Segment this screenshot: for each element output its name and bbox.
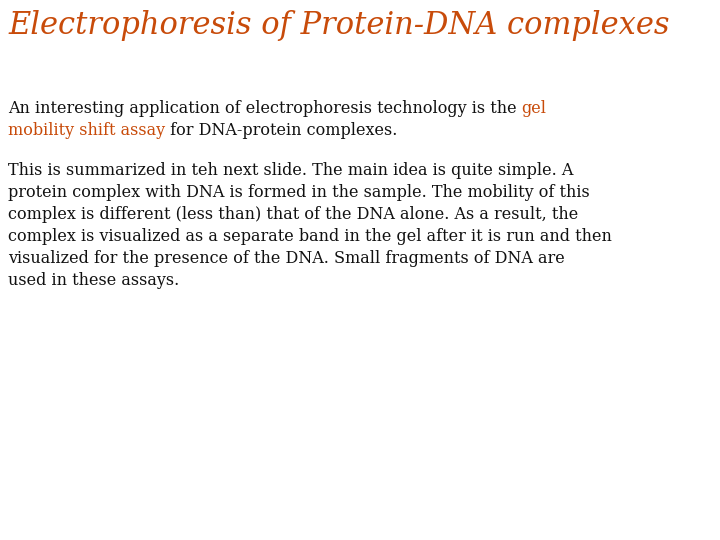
Text: gel: gel — [522, 100, 546, 117]
Text: complex is different (less than) that of the DNA alone. As a result, the: complex is different (less than) that of… — [8, 206, 578, 223]
Text: complex is visualized as a separate band in the gel after it is run and then: complex is visualized as a separate band… — [8, 228, 612, 245]
Text: This is summarized in teh next slide. The main idea is quite simple. A: This is summarized in teh next slide. Th… — [8, 162, 573, 179]
Text: used in these assays.: used in these assays. — [8, 272, 179, 289]
Text: mobility shift assay: mobility shift assay — [8, 122, 165, 139]
Text: for DNA-protein complexes.: for DNA-protein complexes. — [165, 122, 397, 139]
Text: An interesting application of electrophoresis technology is the: An interesting application of electropho… — [8, 100, 522, 117]
Text: visualized for the presence of the DNA. Small fragments of DNA are: visualized for the presence of the DNA. … — [8, 250, 564, 267]
Text: Electrophoresis of Protein-DNA complexes: Electrophoresis of Protein-DNA complexes — [8, 10, 670, 41]
Text: protein complex with DNA is formed in the sample. The mobility of this: protein complex with DNA is formed in th… — [8, 184, 590, 201]
